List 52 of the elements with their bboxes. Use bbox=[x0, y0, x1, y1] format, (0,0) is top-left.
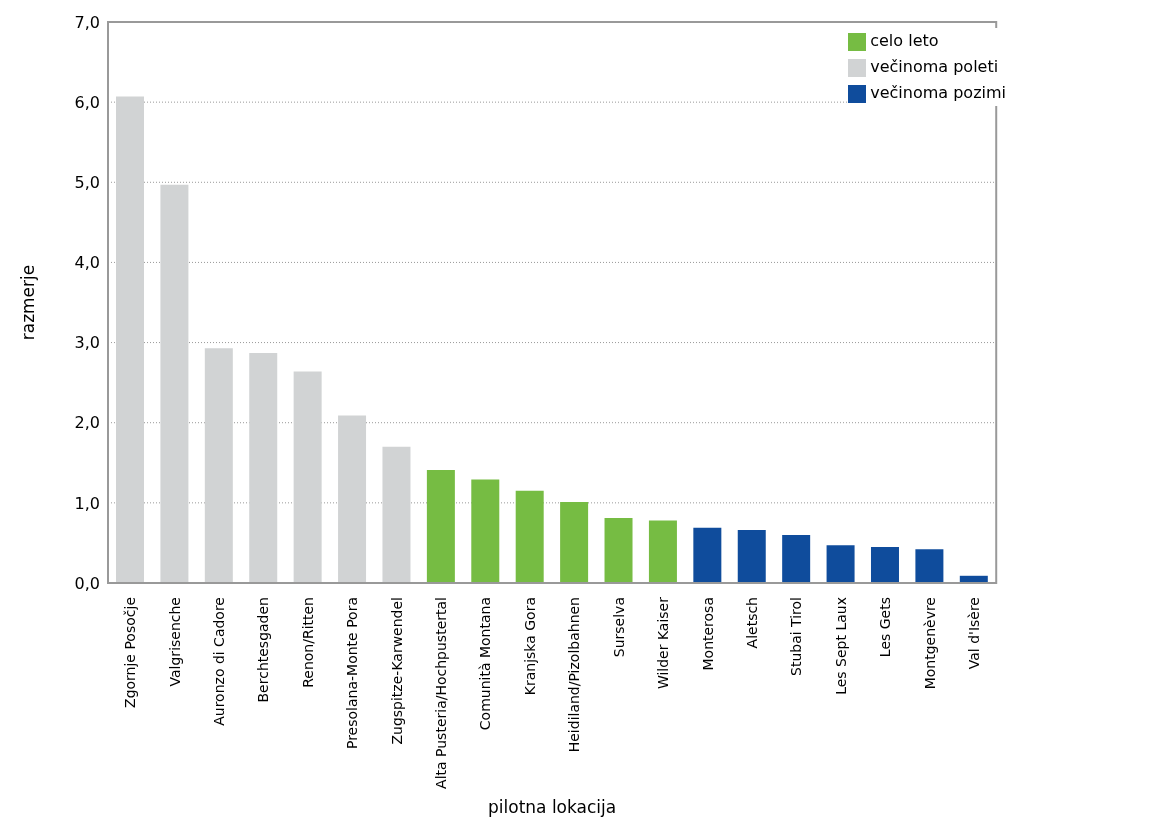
y-tick-label: 5,0 bbox=[74, 172, 100, 192]
x-tick-label: Monterosa bbox=[699, 597, 716, 671]
x-tick-label: Comunità Montana bbox=[477, 597, 494, 731]
bar bbox=[870, 546, 899, 583]
legend-label: večinoma pozimi bbox=[870, 83, 1006, 102]
bar bbox=[116, 96, 144, 583]
legend-label: celo leto bbox=[870, 31, 939, 50]
bar bbox=[693, 527, 722, 583]
x-tick-label: Presolana-Monte Pora bbox=[344, 597, 361, 750]
bar bbox=[737, 530, 766, 583]
x-axis-title: pilotna lokacija bbox=[488, 797, 617, 817]
y-tick-label: 4,0 bbox=[74, 253, 100, 273]
x-tick-label: Valgrisenche bbox=[166, 597, 183, 687]
x-tick-label: Alta Pusteria/Hochpustertal bbox=[433, 597, 450, 789]
x-tick-label: Wilder Kaiser bbox=[655, 596, 672, 690]
y-axis-title: razmerje bbox=[18, 264, 39, 341]
x-tick-label: Zgornje Posočje bbox=[122, 597, 139, 708]
bar bbox=[426, 470, 455, 583]
bar bbox=[560, 502, 589, 583]
bar bbox=[204, 348, 233, 583]
x-tick-label: Montgenèvre bbox=[921, 597, 938, 690]
x-tick-label: Heidiland/Pizolbahnen bbox=[566, 597, 583, 753]
x-tick-label: Renon/Ritten bbox=[299, 597, 316, 688]
x-tick-label: Val d'Isère bbox=[966, 597, 983, 670]
y-tick-label: 0,0 bbox=[74, 573, 100, 593]
bar bbox=[160, 184, 189, 583]
bar bbox=[338, 415, 367, 583]
x-tick-label: Auronzo di Cadore bbox=[211, 597, 228, 726]
y-tick-label: 7,0 bbox=[74, 12, 100, 32]
x-tick-label: Aletsch bbox=[743, 597, 760, 649]
x-tick-label: Zugspitze-Karwendel bbox=[388, 597, 405, 745]
bar bbox=[826, 545, 855, 583]
bar bbox=[249, 352, 278, 583]
bar bbox=[915, 549, 944, 583]
bar bbox=[515, 490, 544, 583]
legend-label: večinoma poleti bbox=[870, 57, 999, 76]
bar bbox=[382, 446, 411, 583]
y-tick-label: 3,0 bbox=[74, 333, 100, 353]
x-tick-label: Les Sept Laux bbox=[832, 597, 849, 695]
bar bbox=[648, 520, 677, 583]
bar bbox=[293, 371, 322, 583]
x-tick-label: Berchtesgaden bbox=[255, 597, 272, 703]
y-tick-label: 2,0 bbox=[74, 413, 100, 433]
x-tick-label: Les Gets bbox=[877, 597, 894, 658]
bar bbox=[471, 479, 500, 583]
bar bbox=[604, 518, 633, 583]
y-tick-label: 1,0 bbox=[74, 493, 100, 513]
y-tick-label: 6,0 bbox=[74, 92, 100, 112]
bar bbox=[782, 534, 811, 583]
x-tick-label: Surselva bbox=[610, 597, 627, 658]
x-tick-label: Kranjska Gora bbox=[521, 597, 538, 696]
x-tick-label: Stubai Tirol bbox=[788, 597, 805, 676]
